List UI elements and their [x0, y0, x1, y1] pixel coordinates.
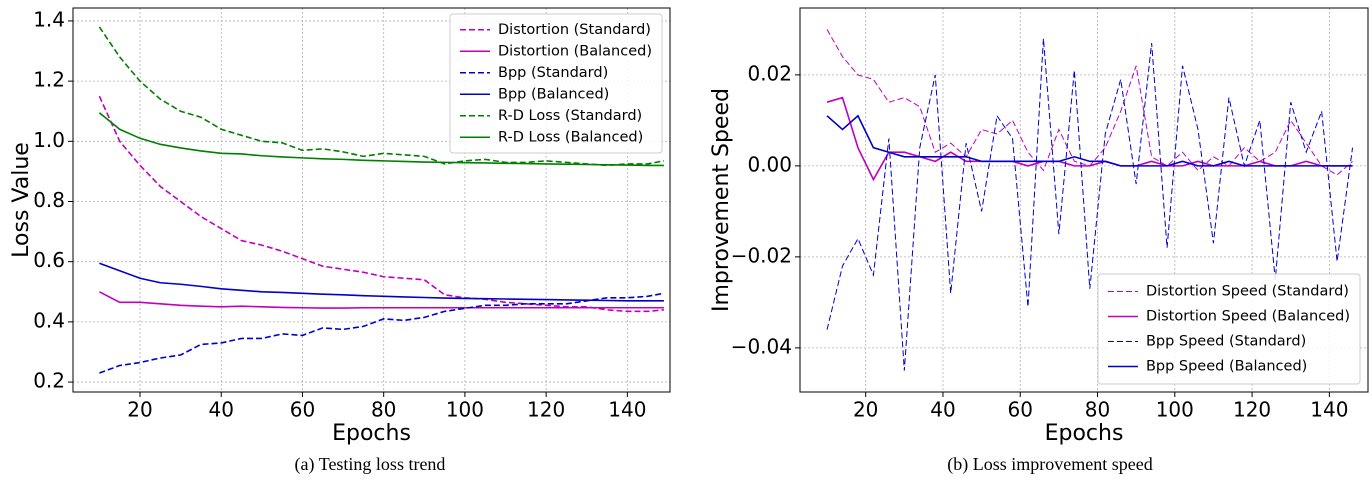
- series-line: [99, 262, 664, 302]
- y-axis-label: Improvement Speed: [709, 88, 734, 312]
- x-tick-label: 140: [1310, 398, 1348, 422]
- x-tick-label: 100: [1156, 398, 1194, 422]
- caption: (a) Testing loss trend: [295, 454, 446, 475]
- legend-label: Bpp (Standard): [498, 65, 608, 81]
- y-tick-label: 1.0: [33, 128, 65, 152]
- x-tick-label: 100: [446, 398, 484, 422]
- y-tick-label: 0.4: [33, 308, 65, 332]
- plot-lines: [98, 26, 665, 374]
- series-line: [826, 38, 1354, 371]
- series-line: [99, 291, 664, 309]
- legend-label: Bpp Speed (Balanced): [1146, 359, 1307, 375]
- legend-label: Distortion (Standard): [498, 22, 651, 38]
- series-line: [98, 26, 665, 167]
- x-tick-label: 60: [1008, 398, 1033, 422]
- x-tick-label: 120: [1233, 398, 1271, 422]
- x-tick-label: 80: [371, 398, 396, 422]
- series-line: [826, 96, 1353, 182]
- legend-label: Distortion Speed (Balanced): [1146, 309, 1350, 325]
- y-tick-label: 0.00: [747, 152, 792, 176]
- legend-label: R-D Loss (Standard): [498, 108, 642, 124]
- legend-label: R-D Loss (Balanced): [498, 129, 643, 145]
- legend: Distortion Speed (Standard) Distortion Sp…: [1097, 273, 1361, 385]
- x-tick-label: 20: [127, 398, 152, 422]
- y-tick-label: 1.4: [33, 7, 65, 31]
- x-tick-label: 140: [608, 398, 646, 422]
- y-tick-label: 0.02: [747, 61, 792, 85]
- plot-lines: [826, 29, 1354, 371]
- legend: Distortion (Standard) Distortion (Balance…: [449, 13, 663, 154]
- x-tick-label: 120: [527, 398, 565, 422]
- x-tick-label: 20: [853, 398, 878, 422]
- series-line: [98, 112, 664, 167]
- legend-label: Distortion (Balanced): [498, 43, 652, 59]
- legend-frame: [449, 13, 663, 154]
- x-axis-label: Epochs: [332, 421, 411, 446]
- x-axis-label: Epochs: [1045, 421, 1124, 446]
- legend-label: Bpp (Balanced): [498, 86, 609, 102]
- series-line: [99, 292, 665, 374]
- legend-frame: [1097, 273, 1361, 385]
- y-tick-label: 0.8: [33, 188, 65, 212]
- legend-label: Distortion Speed (Standard): [1146, 284, 1349, 300]
- axes-frame: [72, 7, 671, 393]
- chart: 20 40 60 80 100 120 140 0.2 0.4 0.6 0.8 1.0 1.2 1.4 Ep…: [9, 7, 671, 475]
- axes-frame: [799, 7, 1369, 393]
- x-tick-label: 60: [290, 398, 315, 422]
- y-tick-label: −0.02: [731, 243, 792, 267]
- y-axis-label: Loss Value: [9, 142, 34, 258]
- x-tick-label: 40: [930, 398, 955, 422]
- y-tick-label: −0.04: [731, 334, 792, 358]
- y-tick-label: 0.2: [33, 369, 65, 393]
- caption: (b) Loss improvement speed: [947, 454, 1152, 475]
- x-tick-label: 80: [1085, 398, 1110, 422]
- y-tick-label: 1.2: [33, 68, 65, 92]
- y-tick-label: 0.6: [33, 248, 65, 272]
- legend-label: Bpp Speed (Standard): [1146, 334, 1306, 350]
- series-line: [826, 114, 1353, 167]
- x-tick-label: 40: [209, 398, 234, 422]
- chart: 20 40 60 80 100 120 140 −0.04 −0.02 0.00 0.02 Epoch…: [709, 7, 1369, 475]
- series-line: [98, 95, 664, 313]
